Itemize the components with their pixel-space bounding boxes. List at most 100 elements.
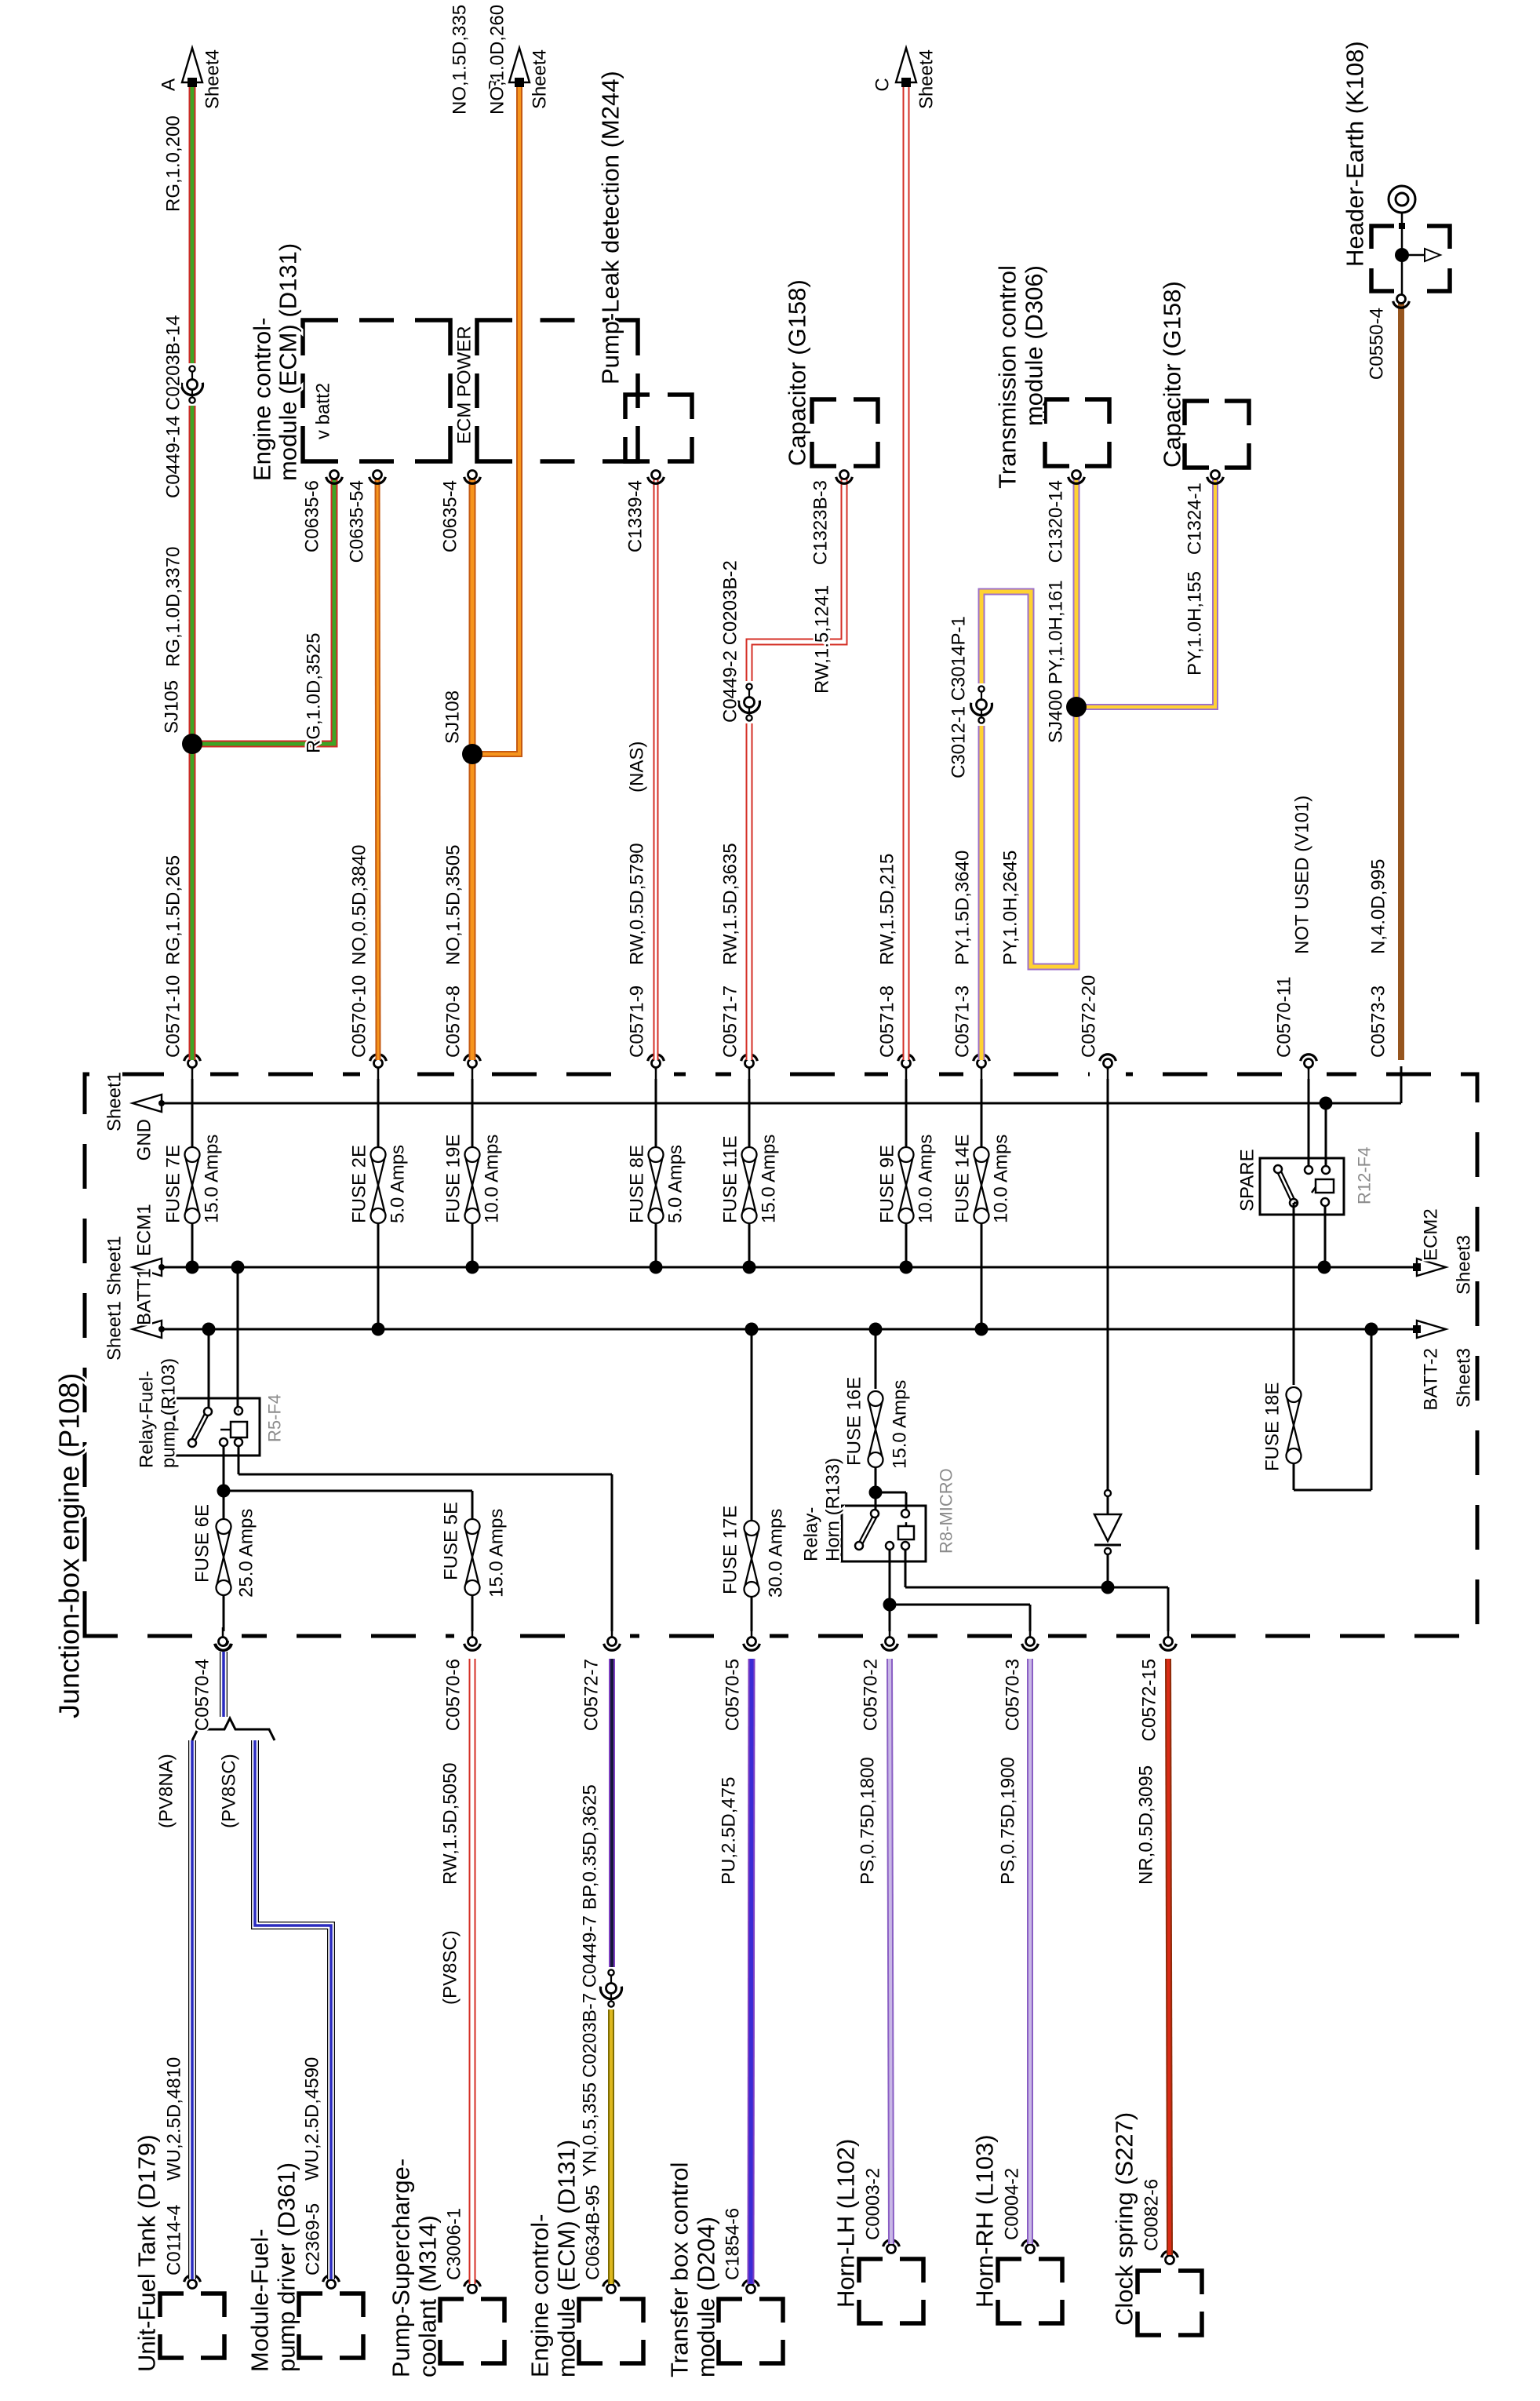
svg-text:Transmission control: Transmission control [994,265,1021,489]
svg-text:FUSE 8E: FUSE 8E [627,1145,648,1223]
svg-text:ECM2: ECM2 [1421,1208,1442,1261]
svg-text:PY,1.5D,3640: PY,1.5D,3640 [952,851,974,965]
svg-text:NR,0.5D,3095: NR,0.5D,3095 [1136,1765,1157,1885]
svg-text:C0573-3: C0573-3 [1368,986,1389,1058]
svg-text:coolant (M314): coolant (M314) [414,2215,442,2377]
svg-text:C0570-4: C0570-4 [192,1659,213,1731]
svg-text:SJ105: SJ105 [162,680,183,734]
svg-text:PY,1.0H,2645: PY,1.0H,2645 [1000,851,1021,965]
svg-text:C0570-2: C0570-2 [861,1659,882,1731]
svg-text:Horn-RH (L103): Horn-RH (L103) [971,2134,999,2308]
svg-text:C0203B-7 C0449-7: C0203B-7 C0449-7 [580,1915,601,2078]
svg-text:NO,1.5D,335: NO,1.5D,335 [450,5,471,115]
svg-text:WU,2.5D,4810: WU,2.5D,4810 [164,2057,185,2181]
svg-text:15.0 Amps: 15.0 Amps [486,1509,508,1598]
svg-text:C0570-10: C0570-10 [349,975,370,1058]
svg-text:SPARE: SPARE [1237,1149,1258,1211]
svg-text:BATT-2: BATT-2 [1421,1348,1442,1411]
svg-text:v batt2: v batt2 [313,383,334,439]
svg-text:Junction-box engine (P108): Junction-box engine (P108) [53,1373,86,1718]
svg-text:R5-F4: R5-F4 [265,1394,285,1442]
svg-text:RG,1.0,200: RG,1.0,200 [163,115,184,212]
svg-text:FUSE 9E: FUSE 9E [877,1145,898,1223]
svg-text:C0635-54: C0635-54 [347,480,368,563]
svg-text:C0004-2: C0004-2 [1002,2168,1023,2240]
svg-text:FUSE 16E: FUSE 16E [844,1377,865,1466]
svg-text:BATT1: BATT1 [134,1268,155,1325]
svg-text:NO,0.5D,3840: NO,0.5D,3840 [349,845,370,965]
svg-text:C0550-4: C0550-4 [1367,308,1388,380]
svg-text:Relay-: Relay- [801,1507,822,1561]
svg-text:ECM POWER: ECM POWER [454,326,475,444]
svg-text:N,4.0D,995: N,4.0D,995 [1368,859,1389,954]
svg-text:RW,1.5,1241: RW,1.5,1241 [812,585,833,694]
svg-text:RW,0.5D,5790: RW,0.5D,5790 [627,843,648,965]
svg-text:A: A [158,78,180,91]
svg-text:C0572-7: C0572-7 [581,1659,603,1731]
svg-text:NO,1.5D,3505: NO,1.5D,3505 [443,845,464,965]
svg-text:SJ108: SJ108 [442,690,464,744]
svg-text:C1324-1: C1324-1 [1185,483,1206,555]
svg-text:15.0 Amps: 15.0 Amps [759,1135,780,1223]
svg-text:30.0 Amps: 30.0 Amps [766,1509,787,1598]
svg-text:C3006-1: C3006-1 [444,2208,465,2280]
svg-text:Sheet4: Sheet4 [202,49,224,109]
svg-text:PY,1.0H,155: PY,1.0H,155 [1185,571,1206,676]
svg-text:C0635-4: C0635-4 [440,480,461,552]
svg-text:FUSE 11E: FUSE 11E [720,1135,741,1223]
svg-text:pump driver (D361): pump driver (D361) [273,2162,300,2372]
svg-text:Sheet1: Sheet1 [104,1072,126,1131]
svg-text:ECM1: ECM1 [134,1204,155,1256]
svg-text:Capacitor (G158): Capacitor (G158) [1159,281,1186,468]
svg-text:C0082-6: C0082-6 [1141,2179,1163,2251]
svg-text:Sheet4: Sheet4 [530,49,551,109]
svg-text:Module-Fuel-: Module-Fuel- [246,2228,274,2372]
svg-text:module (ECM) (D131): module (ECM) (D131) [275,243,302,481]
svg-text:C0570-8: C0570-8 [443,986,464,1058]
svg-text:Unit-Fuel Tank (D179): Unit-Fuel Tank (D179) [133,2134,161,2372]
svg-text:BP,0.35D,3625: BP,0.35D,3625 [580,1784,601,1910]
svg-text:C0449-2 C0203B-2: C0449-2 C0203B-2 [720,560,741,723]
svg-text:Horn-LH (L102): Horn-LH (L102) [832,2139,860,2308]
svg-text:C0114-4: C0114-4 [164,2205,185,2275]
svg-text:R12-F4: R12-F4 [1355,1147,1374,1204]
svg-text:15.0 Amps: 15.0 Amps [890,1380,911,1469]
svg-text:10.0 Amps: 10.0 Amps [916,1135,937,1223]
svg-text:C2369-5: C2369-5 [303,2203,324,2275]
svg-text:C0571-9: C0571-9 [627,986,648,1058]
svg-text:FUSE 5E: FUSE 5E [441,1502,462,1580]
svg-text:C0570-11: C0570-11 [1274,976,1295,1058]
svg-text:Engine control-: Engine control- [249,317,276,481]
svg-text:C0571-7: C0571-7 [720,986,741,1058]
svg-text:(PV8SC): (PV8SC) [440,1930,461,2005]
svg-text:C0570-3: C0570-3 [1003,1659,1024,1731]
svg-text:FUSE 6E: FUSE 6E [192,1504,213,1583]
svg-text:(PV8SC): (PV8SC) [219,1754,240,1828]
svg-text:10.0 Amps: 10.0 Amps [991,1135,1012,1223]
svg-text:C0572-20: C0572-20 [1079,975,1100,1058]
svg-text:module (D204): module (D204) [693,2217,720,2377]
svg-text:10.0 Amps: 10.0 Amps [482,1135,503,1223]
svg-text:Horn (R133): Horn (R133) [823,1458,844,1561]
svg-text:C1854-6: C1854-6 [723,2208,744,2280]
svg-text:(NAS): (NAS) [627,741,648,792]
svg-text:C0449-14 C0203B-14: C0449-14 C0203B-14 [163,315,184,499]
svg-text:RW,1.5D,3635: RW,1.5D,3635 [720,843,741,965]
svg-text:Sheet1: Sheet1 [104,1236,126,1295]
svg-text:C3012-1 C3014P-1: C3012-1 C3014P-1 [948,616,970,778]
svg-text:C0571-8: C0571-8 [877,986,898,1058]
svg-text:C1323B-3: C1323B-3 [810,480,832,565]
svg-text:Sheet1: Sheet1 [104,1301,126,1361]
svg-text:C1339-4: C1339-4 [625,480,646,552]
svg-text:Sheet3: Sheet3 [1454,1348,1475,1408]
svg-text:RG,1.0D,3370: RG,1.0D,3370 [163,547,184,667]
svg-text:Relay-Fuel-: Relay-Fuel- [137,1371,158,1468]
svg-text:Sheet4: Sheet4 [916,49,937,109]
svg-text:5.0 Amps: 5.0 Amps [665,1145,686,1223]
svg-text:RW,1.5D,5050: RW,1.5D,5050 [440,1762,461,1885]
svg-text:C0571-10: C0571-10 [163,975,184,1058]
svg-text:C0634B-95: C0634B-95 [583,2185,604,2280]
svg-text:C: C [872,78,894,91]
svg-text:FUSE 18E: FUSE 18E [1262,1383,1283,1471]
svg-text:Pump-Supercharge-: Pump-Supercharge- [388,2159,415,2377]
